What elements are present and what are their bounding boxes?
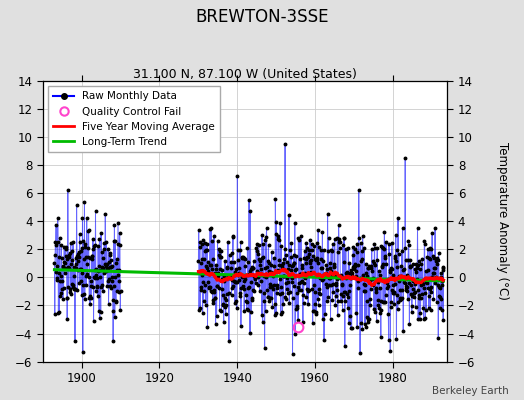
- Y-axis label: Temperature Anomaly (°C): Temperature Anomaly (°C): [496, 142, 509, 300]
- Title: 31.100 N, 87.100 W (United States): 31.100 N, 87.100 W (United States): [133, 68, 357, 81]
- Text: BREWTON-3SSE: BREWTON-3SSE: [195, 8, 329, 26]
- Text: Berkeley Earth: Berkeley Earth: [432, 386, 508, 396]
- Legend: Raw Monthly Data, Quality Control Fail, Five Year Moving Average, Long-Term Tren: Raw Monthly Data, Quality Control Fail, …: [48, 86, 220, 152]
